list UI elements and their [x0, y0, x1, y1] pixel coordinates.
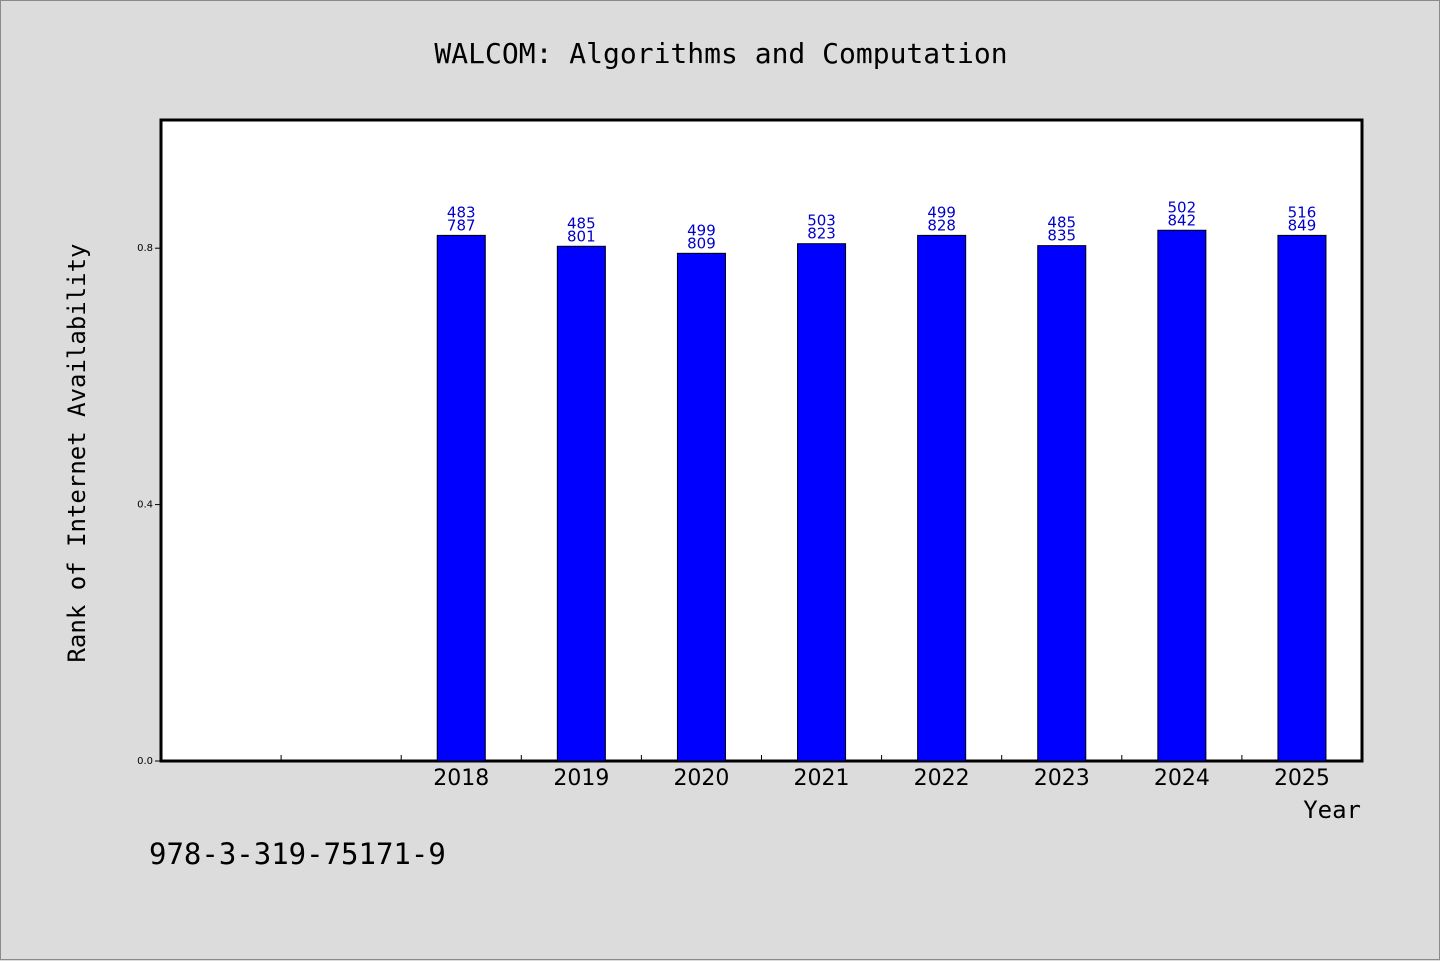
chart-marks: 0.00.40.82018483787201948580120204998092… — [137, 198, 1330, 791]
bar-2024 — [1157, 229, 1207, 762]
y-tick-label: 0.4 — [137, 500, 153, 511]
y-tick-label: 0.0 — [137, 756, 153, 767]
bar-2019 — [556, 245, 606, 762]
x-tick-label: 2020 — [673, 766, 729, 791]
data-label-bottom: 809 — [687, 234, 716, 252]
bar-2023 — [1037, 245, 1087, 762]
x-tick-label: 2022 — [914, 766, 970, 791]
data-label-top: 485 — [1047, 214, 1076, 232]
data-label-bottom: 849 — [1288, 216, 1317, 234]
data-label-top: 485 — [567, 214, 596, 232]
x-tick-label: 2023 — [1034, 766, 1090, 791]
x-tick-label: 2024 — [1154, 766, 1210, 791]
bar-2022 — [917, 234, 967, 762]
data-label-bottom: 842 — [1168, 211, 1197, 229]
bar-2018 — [436, 234, 486, 762]
bar-2025 — [1277, 234, 1327, 762]
y-axis-title: Rank of Internet Availability — [63, 243, 91, 662]
isbn-label: 978-3-319-75171-9 — [149, 837, 446, 871]
x-tick-label: 2018 — [433, 766, 489, 791]
data-label-top: 483 — [447, 203, 476, 221]
data-label-bottom: 835 — [1047, 227, 1076, 245]
data-label-top: 503 — [807, 212, 836, 230]
y-tick-label: 0.8 — [137, 243, 153, 254]
data-label-top: 499 — [927, 203, 956, 221]
data-label-top: 499 — [687, 221, 716, 239]
chart-title: WALCOM: Algorithms and Computation — [434, 37, 1007, 70]
data-label-bottom: 828 — [927, 216, 956, 234]
data-label-top: 516 — [1288, 203, 1317, 221]
data-label-bottom: 823 — [807, 225, 836, 243]
x-axis-title: Year — [1303, 796, 1361, 824]
bar-2020 — [676, 252, 726, 762]
data-label-bottom: 801 — [567, 227, 596, 245]
data-label-top: 502 — [1168, 198, 1197, 216]
bar-2021 — [797, 243, 847, 762]
x-tick-label: 2019 — [553, 766, 609, 791]
x-tick-label: 2025 — [1274, 766, 1330, 791]
x-tick-label: 2021 — [794, 766, 850, 791]
data-label-bottom: 787 — [447, 216, 476, 234]
